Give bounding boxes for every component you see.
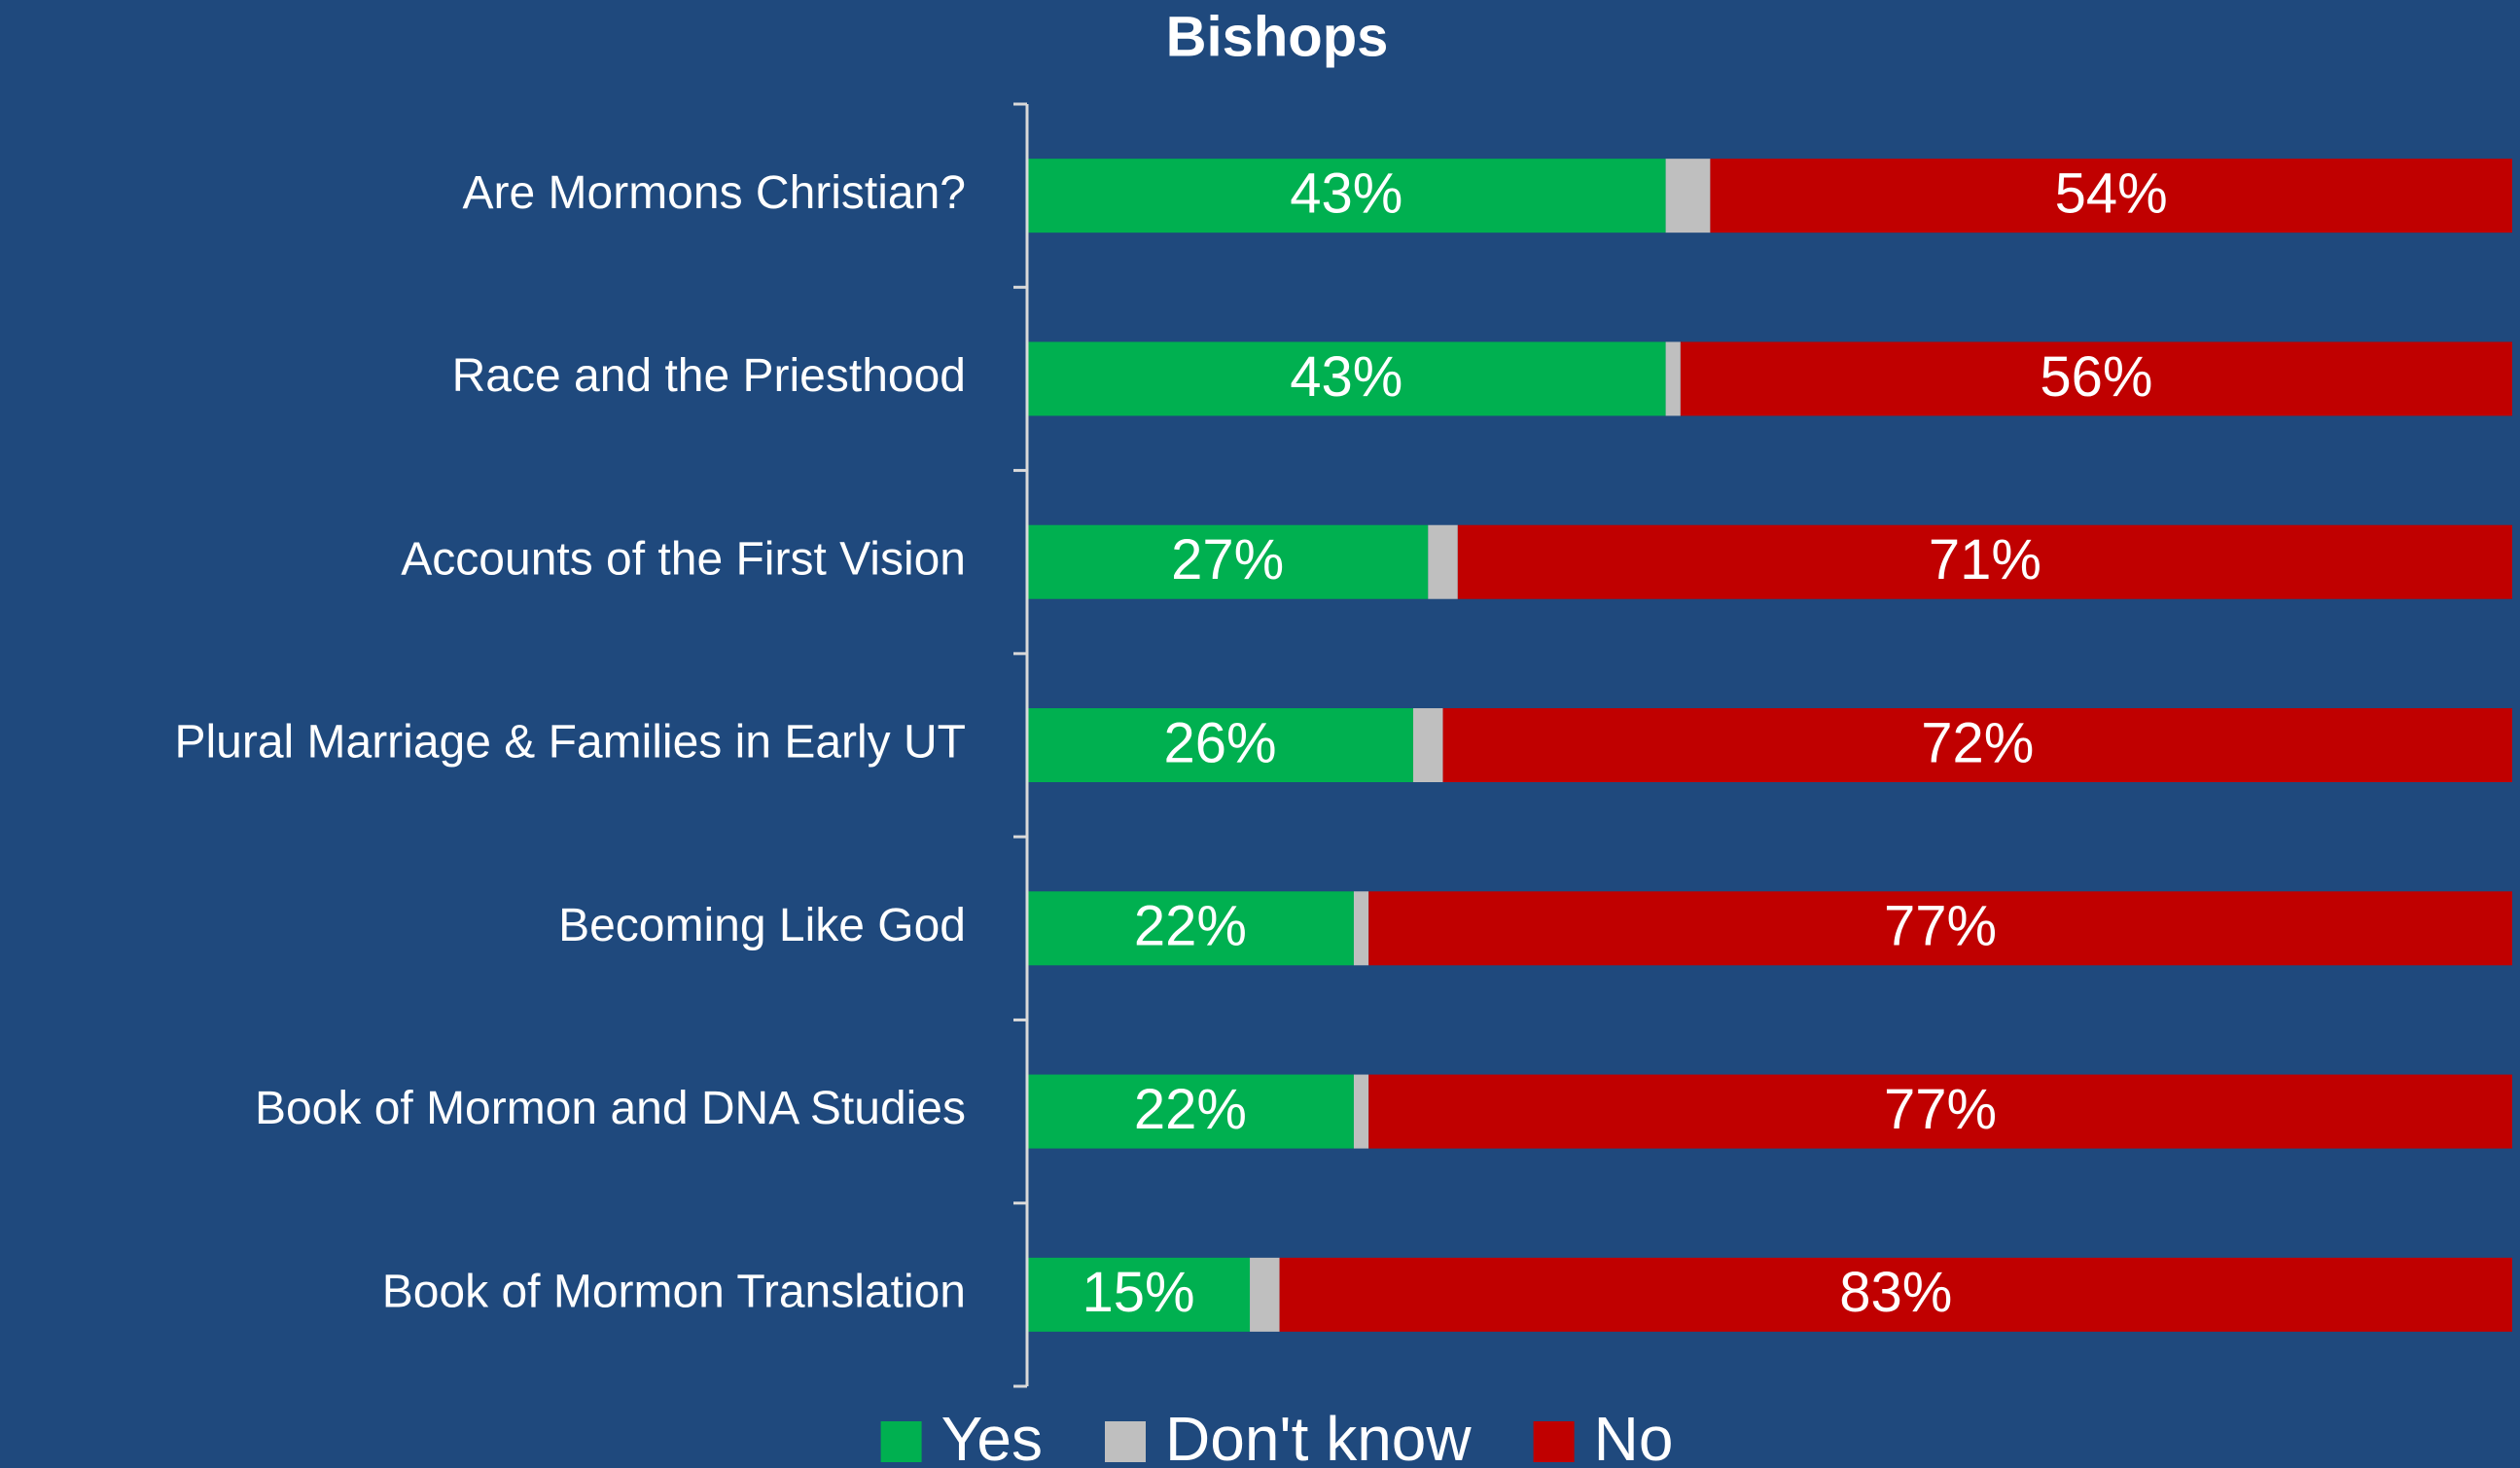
- bar-segment: [1027, 708, 1414, 782]
- legend-label: No: [1594, 1404, 1674, 1468]
- legend-label: Yes: [941, 1404, 1043, 1468]
- chart-title: Bishops: [1166, 5, 1389, 68]
- bar-segment: [1442, 708, 2512, 782]
- y-tick-label: Plural Marriage & Families in Early UT: [174, 717, 966, 769]
- data-label: 71%: [1929, 528, 2041, 591]
- y-tick-label: Book of Mormon Translation: [382, 1267, 966, 1318]
- data-label: 56%: [2040, 345, 2152, 409]
- legend-swatch: [880, 1421, 922, 1462]
- bar-segment: [1353, 891, 1369, 966]
- y-tick-label: Accounts of the First Vision: [401, 533, 966, 585]
- bar-segment: [1027, 1074, 1354, 1149]
- data-label: 22%: [1134, 1078, 1247, 1141]
- bar-segment: [1279, 1257, 2512, 1332]
- legend-swatch: [1533, 1421, 1575, 1462]
- data-label: 43%: [1290, 345, 1402, 409]
- legend-swatch: [1105, 1421, 1146, 1462]
- bar-segment: [1665, 341, 1681, 416]
- bar-segment: [1027, 341, 1666, 416]
- data-label: 43%: [1290, 161, 1402, 225]
- data-label: 72%: [1921, 711, 2034, 774]
- data-label: 77%: [1884, 895, 1997, 958]
- bar-segment: [1027, 1257, 1251, 1332]
- bar-segment: [1710, 159, 2512, 233]
- data-label: 22%: [1134, 895, 1247, 958]
- bar-segment: [1250, 1257, 1280, 1332]
- y-tick-label: Race and the Priesthood: [452, 350, 966, 402]
- bar-segment: [1368, 891, 2512, 966]
- y-tick-label: Book of Mormon and DNA Studies: [255, 1083, 966, 1134]
- bar-segment: [1027, 891, 1354, 966]
- bar-segment: [1353, 1074, 1369, 1149]
- data-label: 54%: [2055, 161, 2168, 225]
- data-label: 15%: [1082, 1261, 1194, 1324]
- bar-segment: [1368, 1074, 2512, 1149]
- bar-segment: [1428, 524, 1458, 599]
- bar-segment: [1027, 524, 1429, 599]
- data-label: 27%: [1171, 528, 1284, 591]
- data-label: 26%: [1163, 711, 1276, 774]
- legend-label: Don't know: [1165, 1404, 1472, 1468]
- y-tick-label: Becoming Like God: [558, 900, 966, 951]
- bar-segment: [1413, 708, 1443, 782]
- data-label: 83%: [1839, 1261, 1952, 1324]
- bar-segment: [1027, 159, 1666, 233]
- bar-segment: [1457, 524, 2512, 599]
- bar-segment: [1680, 341, 2512, 416]
- bar-segment: [1665, 159, 1711, 233]
- y-tick-label: Are Mormons Christian?: [463, 167, 967, 219]
- data-label: 77%: [1884, 1078, 1997, 1141]
